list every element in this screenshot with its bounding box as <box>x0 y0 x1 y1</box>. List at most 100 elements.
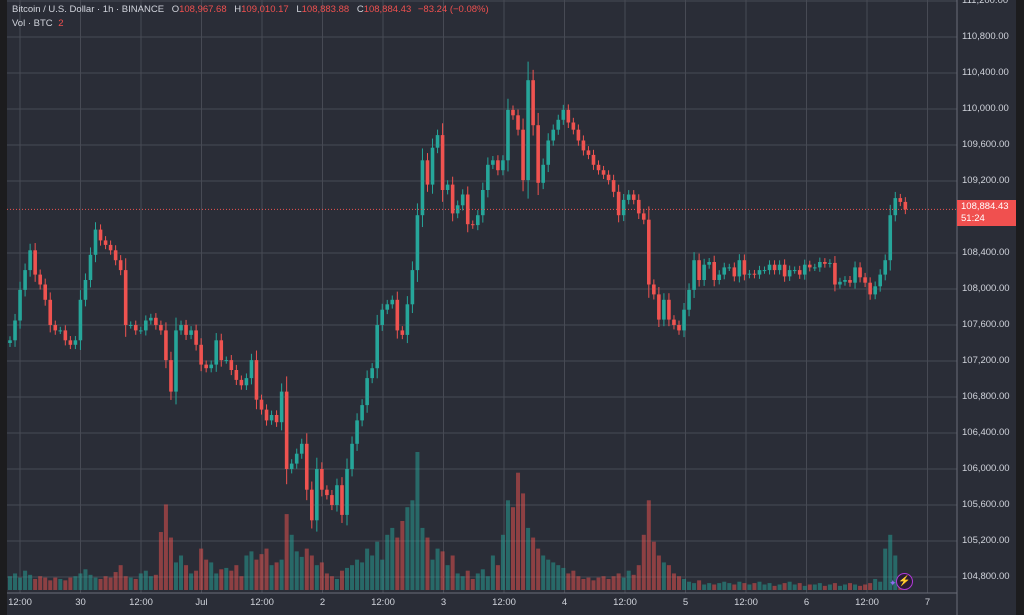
candle-body <box>375 325 379 369</box>
lightning-bolt-icon[interactable]: ⚡ <box>896 573 913 590</box>
volume-bar <box>837 585 842 590</box>
candle-body <box>546 140 551 165</box>
candle-body <box>818 262 822 268</box>
volume-bar <box>435 548 440 590</box>
volume-bar <box>747 584 752 590</box>
candle-body <box>400 330 405 335</box>
volume-bar <box>596 577 601 590</box>
candle-body <box>440 135 445 190</box>
volume-bar <box>516 472 521 590</box>
candle-body <box>214 340 219 365</box>
volume-bar <box>38 576 43 590</box>
volume-bar <box>556 565 561 590</box>
volume-bar <box>304 548 309 590</box>
volume-bar <box>636 565 641 590</box>
candle-body <box>797 270 802 275</box>
volume-bar <box>787 581 792 590</box>
candle-body <box>355 420 359 444</box>
candle-body <box>571 122 576 130</box>
candle-body <box>315 469 319 521</box>
volume-bar <box>385 534 390 590</box>
volume-bar <box>314 565 319 590</box>
volume-bar <box>591 580 596 590</box>
candle-body <box>289 463 294 469</box>
volume-bar <box>380 559 385 590</box>
candle-body <box>792 270 797 272</box>
volume-bar <box>541 555 546 590</box>
close-value: 108,884.43 <box>363 4 412 15</box>
volume-bar <box>727 583 732 590</box>
volume-bar <box>707 583 712 590</box>
candle-body <box>621 199 626 216</box>
volume-bar <box>802 585 807 590</box>
volume-bar <box>143 570 148 590</box>
candle-body <box>702 264 706 280</box>
volume-bar <box>722 581 727 590</box>
last-price-tag: 108,884.43 51:24 <box>957 200 1016 226</box>
candle-body <box>475 215 480 226</box>
time-tick-label: 12:00 <box>855 597 879 608</box>
volume-bar <box>224 567 229 590</box>
candle-body <box>365 378 369 406</box>
volume-bar <box>249 551 254 590</box>
candle-body <box>385 304 390 310</box>
volume-bar <box>294 551 299 590</box>
time-tick-label: 12:00 <box>734 597 758 608</box>
time-tick-label: 12:00 <box>492 597 516 608</box>
legend-volume-row: Vol · BTC 2 <box>12 17 489 31</box>
legend-symbol-row: Bitcoin / U.S. Dollar · 1h · BINANCE O10… <box>12 3 489 17</box>
price-tick-label: 109,600.00 <box>962 139 1010 150</box>
high-value: 109,010.17 <box>241 4 289 15</box>
price-tick-label: 111,200.00 <box>962 0 1009 6</box>
volume-bar <box>762 584 767 590</box>
candle-body <box>159 325 163 331</box>
candle-body <box>360 405 364 421</box>
candle-body <box>234 370 239 380</box>
volume-bar <box>883 548 888 590</box>
volume-label[interactable]: Vol · BTC <box>12 18 53 29</box>
candle-body <box>189 330 193 335</box>
candle-body <box>802 264 807 275</box>
change-value: −83.24 (−0.08%) <box>417 4 489 15</box>
volume-bar <box>108 577 113 590</box>
volume-bar <box>63 580 68 590</box>
candle-body <box>586 150 591 155</box>
volume-bar <box>123 576 128 590</box>
candle-body <box>284 391 289 469</box>
candle-body <box>149 317 153 321</box>
candle-body <box>199 344 203 365</box>
volume-bar <box>370 555 375 590</box>
volume-bar <box>692 583 697 590</box>
volume-bar <box>395 537 400 590</box>
volume-bar <box>88 574 93 590</box>
volume-bar <box>103 576 108 590</box>
price-tick-label: 110,400.00 <box>962 67 1009 78</box>
volume-bar <box>848 583 853 590</box>
volume-bar <box>742 583 747 590</box>
volume-bar <box>893 555 898 590</box>
candle-body <box>8 340 12 343</box>
volume-bar <box>53 577 58 590</box>
volume-bar <box>827 584 832 590</box>
candle-body <box>48 299 53 325</box>
volume-bar <box>621 577 626 590</box>
volume-bar <box>832 583 837 590</box>
symbol-title[interactable]: Bitcoin / U.S. Dollar · 1h · BINANCE <box>12 4 165 15</box>
candle-body <box>340 485 344 515</box>
volume-bar <box>189 573 194 590</box>
candle-body <box>330 495 334 505</box>
volume-bar <box>440 551 445 590</box>
volume-bar <box>712 584 717 590</box>
candle-body <box>813 267 817 269</box>
candle-body <box>83 280 88 300</box>
candle-body <box>144 320 148 331</box>
candle-body <box>782 264 787 277</box>
volume-bar <box>299 556 304 590</box>
volume-bar <box>561 567 566 590</box>
candle-body <box>848 280 852 283</box>
volume-bar <box>732 584 737 590</box>
volume-bar <box>18 577 23 590</box>
price-tick-label: 107,200.00 <box>962 355 1010 366</box>
candle-body <box>465 194 470 225</box>
